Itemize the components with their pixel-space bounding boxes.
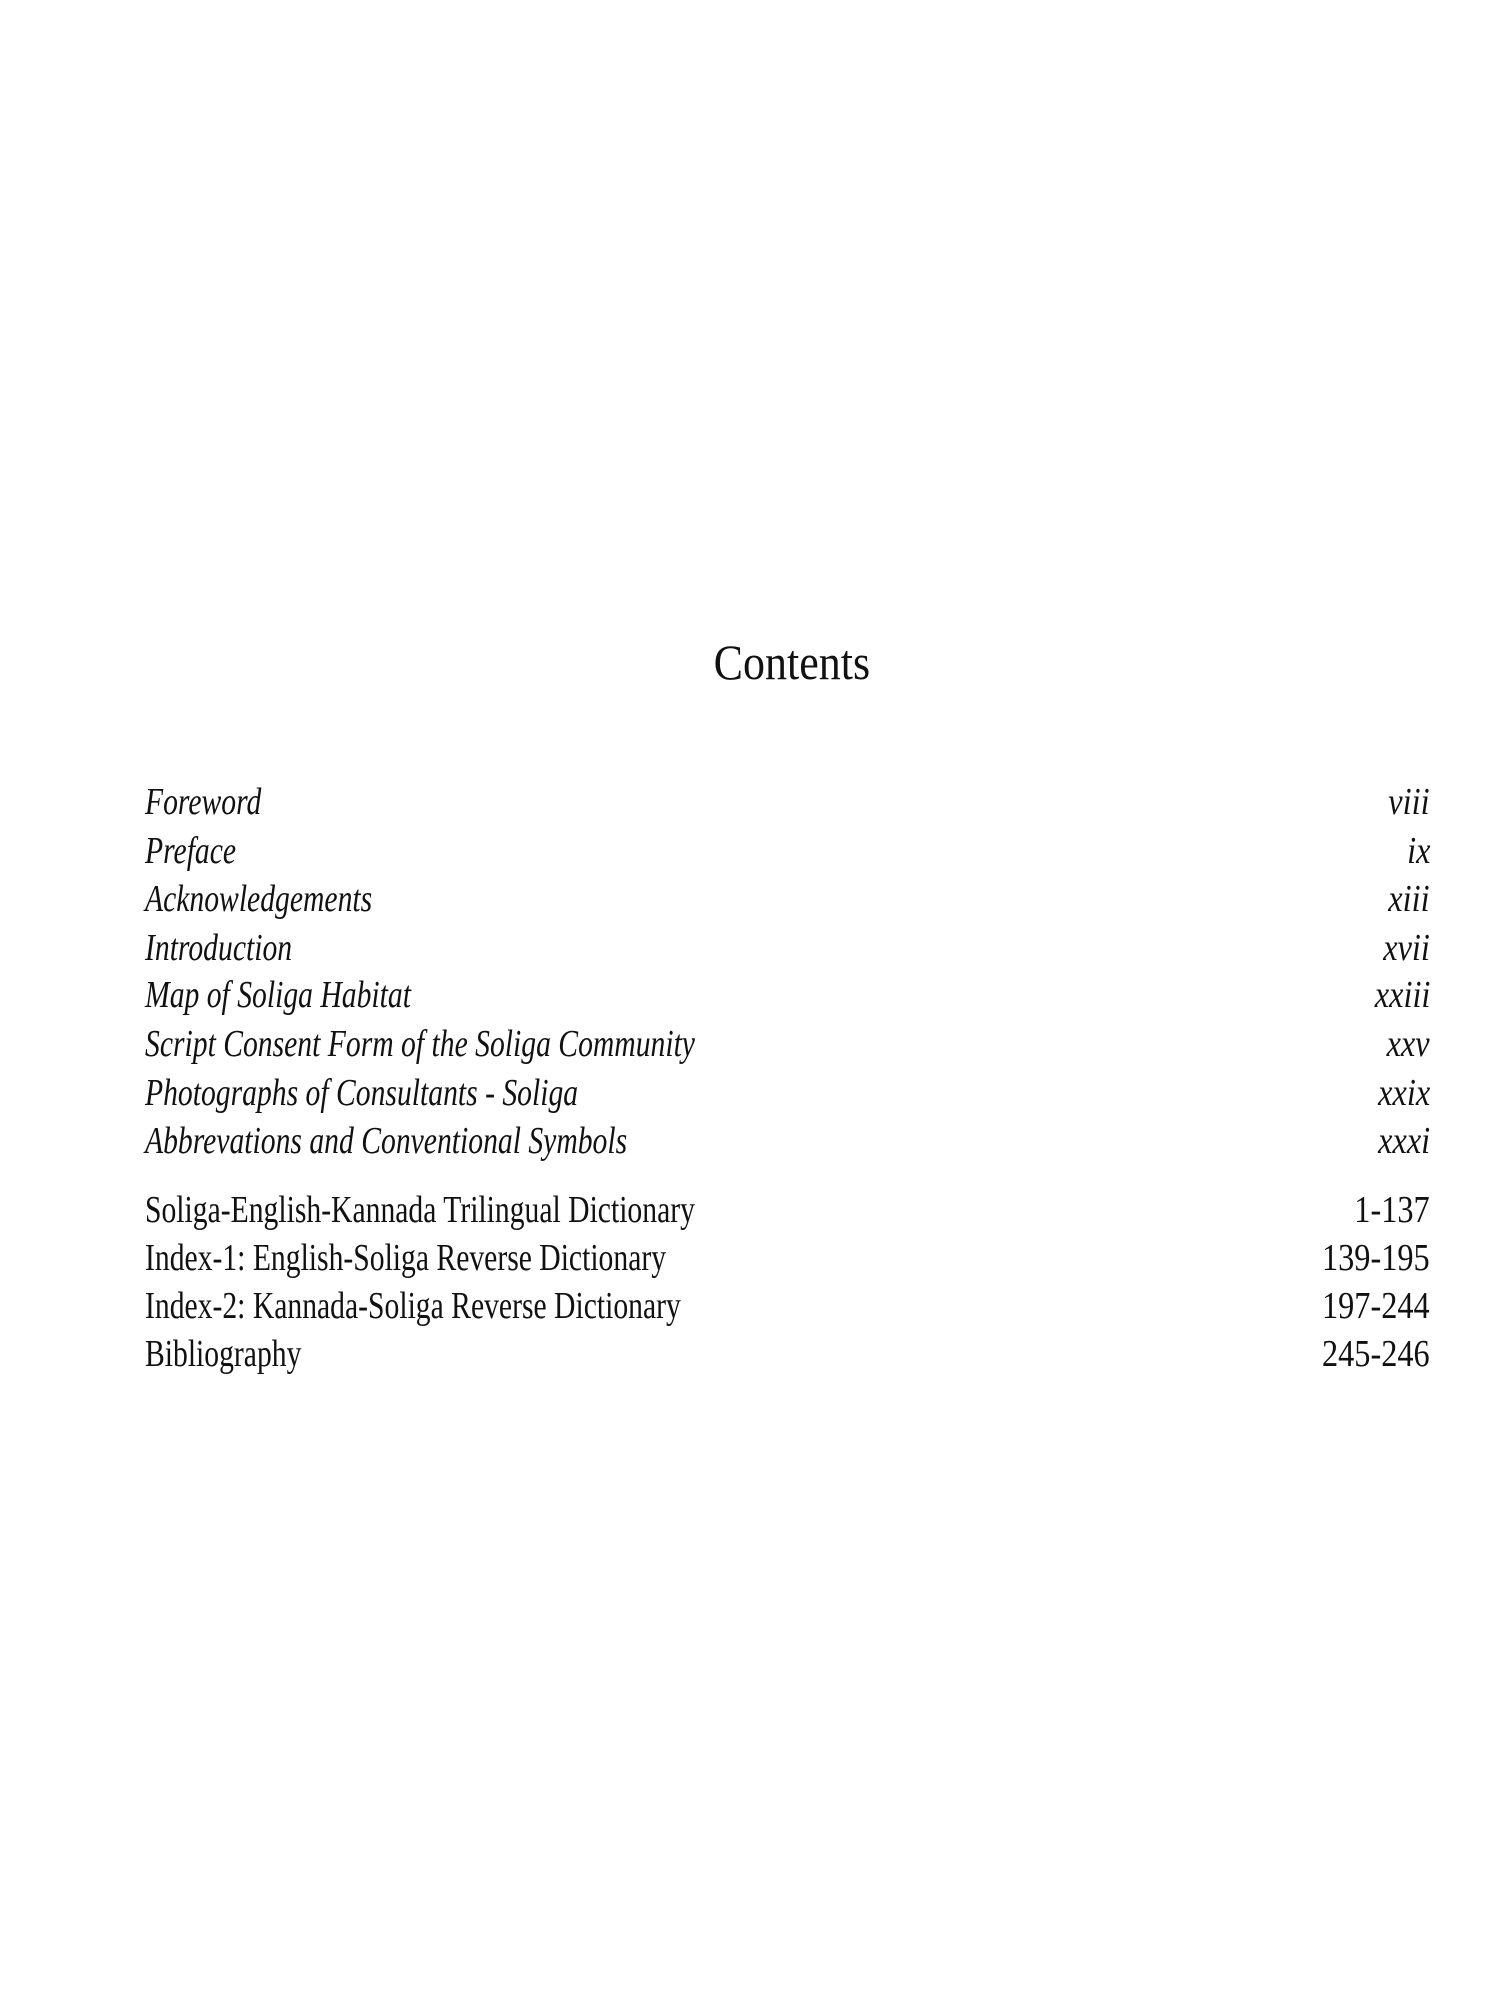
toc-entry-label: Introduction [145,927,293,969]
toc-entry: Soliga-English-Kannada Trilingual Dictio… [145,1186,1430,1234]
toc-entry-page: 197-244 [1322,1285,1430,1327]
toc-entry-label: Abbrevations and Conventional Symbols [145,1120,628,1162]
toc-entry-label: Photographs of Consultants - Soliga [145,1072,579,1114]
toc-entry-label: Map of Soliga Habitat [145,974,411,1016]
toc-entry-label: Acknowledgements [145,878,373,920]
toc-entry: Index-2: Kannada-Soliga Reverse Dictiona… [145,1282,1430,1330]
toc-entry: Photographs of Consultants - Soliga xxix [145,1069,1430,1117]
toc-entry: Acknowledgements xiii [145,875,1430,923]
toc-entry: Abbrevations and Conventional Symbols xxx… [145,1117,1430,1165]
toc-entry: Map of Soliga Habitat xxiii [145,971,1430,1019]
toc-entry-page: xxv [1386,1023,1430,1065]
toc-entry-label: Foreword [145,781,262,823]
toc-entry-page: xxxi [1378,1120,1430,1162]
toc-entry: Introduction xvii [145,924,1430,972]
toc-entry: Script Consent Form of the Soliga Commun… [145,1020,1430,1068]
toc-entry-page: xxiii [1374,974,1430,1016]
page-title: Contents [592,632,992,692]
toc-entry-page: 1-137 [1354,1189,1430,1231]
toc-entry-label: Script Consent Form of the Soliga Commun… [145,1023,695,1065]
toc-entry-page: xxix [1378,1072,1430,1114]
toc-entry: Preface ix [145,827,1430,875]
toc-entry-label: Index-1: English-Soliga Reverse Dictiona… [145,1237,667,1279]
toc-entry-page: xiii [1388,878,1430,920]
toc-entry: Index-1: English-Soliga Reverse Dictiona… [145,1234,1430,1282]
toc-entry: Bibliography 245-246 [145,1330,1430,1378]
toc-entry-page: viii [1388,781,1430,823]
toc-entry-label: Index-2: Kannada-Soliga Reverse Dictiona… [145,1285,681,1327]
toc-entry-label: Soliga-English-Kannada Trilingual Dictio… [145,1189,695,1231]
title-text: Contents [713,634,871,690]
toc-entry-page: 139-195 [1322,1237,1430,1279]
toc-entry-page: xvii [1383,927,1430,969]
toc-entry-label: Preface [145,830,237,872]
toc-entry: Foreword viii [145,778,1430,826]
toc-entry-page: ix [1406,830,1430,872]
toc-entry-page: 245-246 [1322,1333,1430,1375]
toc-entry-label: Bibliography [145,1333,302,1375]
